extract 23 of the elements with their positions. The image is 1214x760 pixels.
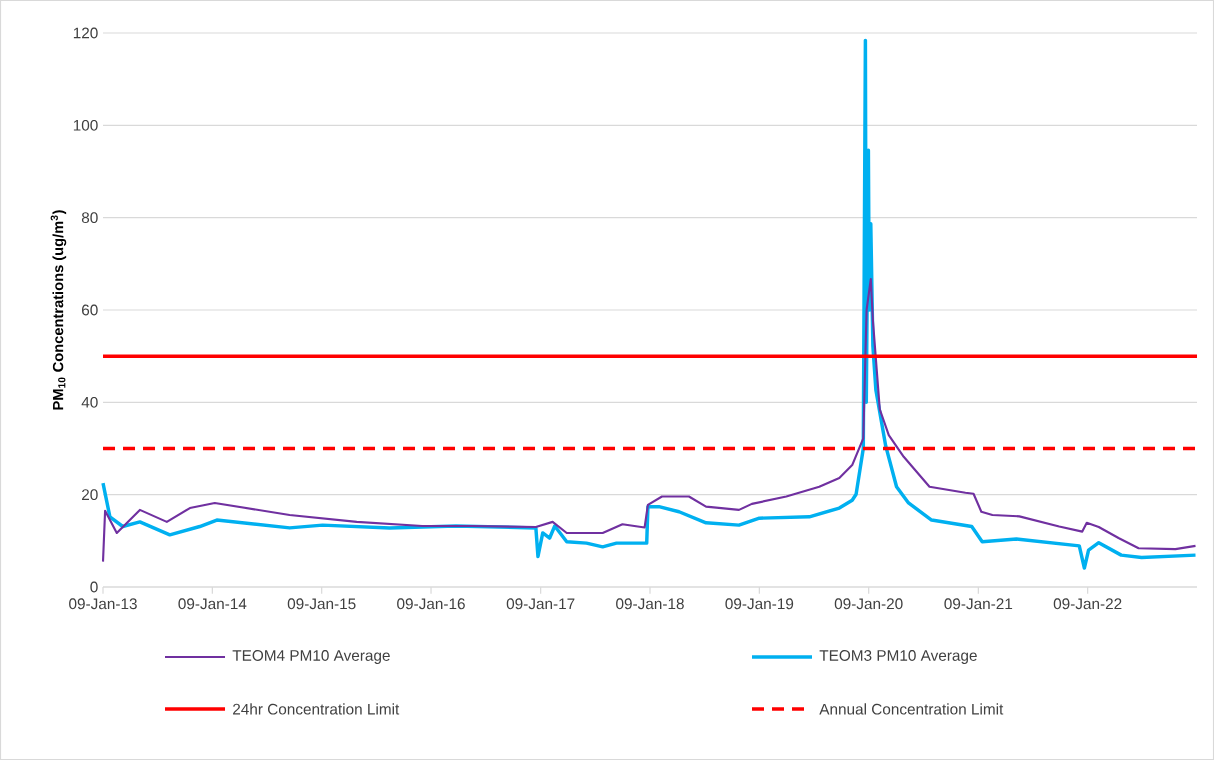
y-axis-title: PM$_{10}$ Concentrations (ug/m$^{3}$) [50,210,67,410]
legend-label: TEOM4 PM10 Average [232,650,390,664]
y-tick-label: 40 [81,396,98,408]
y-tick-label: 120 [73,27,98,39]
x-tick-label: 09-Jan-16 [397,598,465,610]
legend-label: 24hr Concentration Limit [233,703,400,715]
x-tick-label: 09-Jan-19 [725,598,794,610]
x-tick-label: 09-Jan-14 [178,598,247,610]
x-tick-label: 09-Jan-15 [287,598,356,610]
y-tick-label: 20 [82,489,98,501]
y-tick-label: 100 [73,119,98,131]
legend-label: TEOM3 PM10 Average [819,650,977,664]
y-tick-label: 60 [82,304,98,316]
y-tick-label: 0 [90,581,98,593]
x-tick-label: 09-Jan-18 [616,598,684,610]
x-tick-label: 09-Jan-17 [506,598,575,610]
x-tick-label: 09-Jan-13 [69,598,137,610]
legend-label: Annual Concentration Limit [819,703,1004,715]
x-tick-label: 09-Jan-22 [1053,598,1122,610]
y-tick-label: 80 [81,212,98,224]
x-tick-label: 09-Jan-20 [834,598,903,610]
line-series [101,277,1197,563]
x-tick-label: 09-Jan-21 [944,598,1013,610]
